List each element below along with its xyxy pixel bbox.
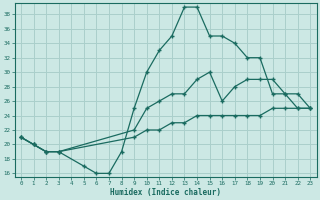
X-axis label: Humidex (Indice chaleur): Humidex (Indice chaleur) <box>110 188 221 197</box>
